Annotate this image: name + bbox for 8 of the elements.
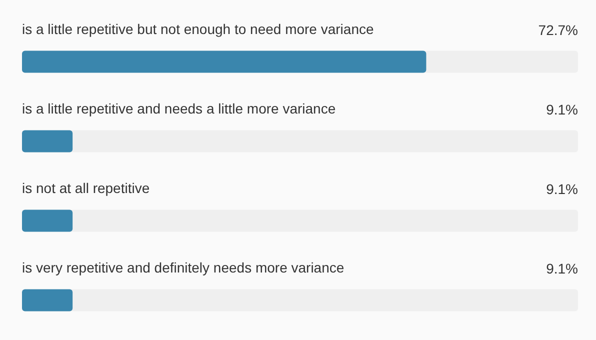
data-label: 9.1%	[546, 101, 578, 118]
y-tick-label: is very repetitive and definitely needs more variance	[22, 259, 344, 276]
y-tick-label: is not at all repetitive	[22, 180, 150, 196]
data-label: 9.1%	[546, 260, 578, 276]
data-label: 72.7%	[538, 22, 578, 38]
y-tick-label: is a little repetitive but not enough to need more variance	[22, 20, 374, 37]
y-tick-label: is a little repetitive and needs a little more variance	[22, 100, 336, 116]
data-label: 9.1%	[546, 180, 578, 197]
